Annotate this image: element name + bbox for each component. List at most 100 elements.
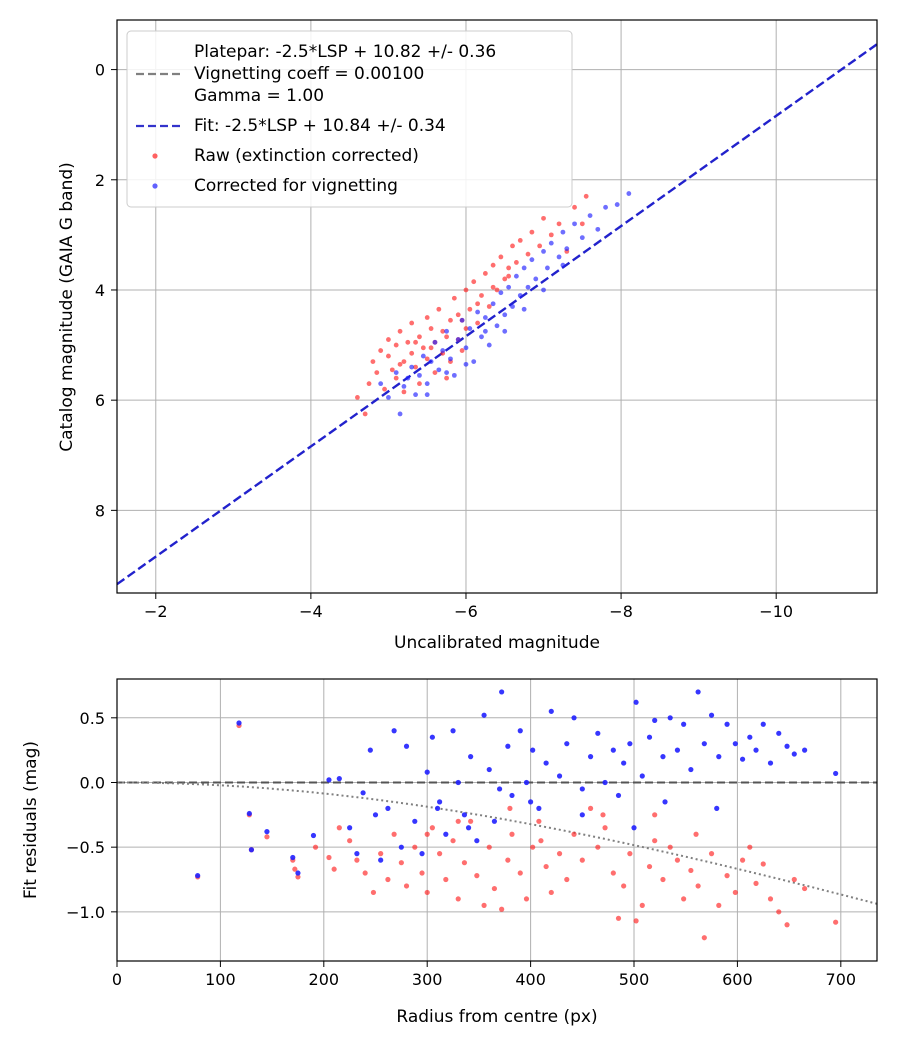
raw-residual-point [295, 874, 301, 880]
raw-point [409, 350, 415, 356]
corrected-residual-point [450, 728, 456, 734]
raw-point [440, 328, 446, 334]
corrected-residual-point [391, 728, 397, 734]
raw-residual-point [491, 885, 498, 892]
corrected-point [420, 353, 426, 359]
corrected-residual-point [776, 730, 782, 736]
corrected-point [409, 364, 415, 370]
raw-point [448, 317, 453, 323]
raw-point [537, 243, 543, 249]
corrected-residual-point [674, 747, 681, 753]
corrected-point [440, 348, 446, 353]
raw-point [389, 367, 395, 373]
legend-entry-text: Vignetting coeff = 0.00100 [194, 64, 424, 84]
raw-residual-point [538, 838, 544, 844]
corrected-residual-point [714, 805, 720, 811]
corrected-point [471, 359, 477, 364]
top-y-tick-label: 0 [95, 61, 105, 80]
legend-entry-text: Platepar: -2.5*LSP + 10.82 +/- 0.36 [194, 42, 496, 62]
corrected-point [397, 411, 403, 417]
raw-residual-point [688, 867, 694, 874]
raw-point [417, 381, 422, 387]
corrected-residual-point [419, 851, 425, 857]
corrected-residual-point [499, 689, 505, 695]
top-y-tick-label: 2 [95, 171, 105, 190]
raw-residual-point [424, 889, 430, 896]
corrected-residual-point [716, 754, 722, 760]
corrected-point [521, 265, 527, 271]
raw-residual-point [760, 861, 766, 867]
raw-residual-point [443, 876, 449, 883]
raw-point [502, 276, 508, 282]
top-y-tick-label: 6 [95, 391, 105, 410]
raw-residual-point [681, 896, 687, 902]
corrected-residual-point [633, 699, 639, 705]
corrected-point [451, 372, 457, 378]
corrected-point [502, 328, 508, 334]
raw-point [475, 301, 481, 307]
raw-point [486, 304, 492, 309]
raw-residual-point [354, 857, 360, 863]
corrected-residual-point [688, 766, 694, 773]
top-y-axis-label: Catalog magnitude (GAIA G band) [57, 162, 77, 452]
raw-residual-point [403, 883, 410, 889]
corrected-point [490, 301, 496, 307]
raw-point [475, 320, 481, 326]
corrected-point [405, 375, 411, 381]
corrected-residual-point [465, 825, 472, 831]
bottom-scatter-points [195, 689, 839, 941]
raw-residual-point [461, 860, 468, 866]
corrected-point [455, 337, 461, 342]
top-axis-ticks: −2 −4 −6 −8 −10 0 2 4 6 8 [95, 61, 793, 621]
raw-point [583, 193, 589, 199]
raw-residual-point [701, 935, 707, 941]
raw-residual-point [674, 857, 681, 863]
corrected-point [401, 383, 407, 389]
raw-residual-point [536, 818, 542, 824]
corrected-residual-point [378, 857, 384, 863]
raw-point [370, 359, 376, 364]
raw-residual-point [571, 831, 577, 837]
corrected-residual-point [372, 812, 379, 818]
raw-point [417, 334, 422, 340]
raw-residual-point [450, 838, 456, 844]
corrected-point [424, 381, 430, 387]
corrected-point [479, 334, 484, 340]
corrected-residual-point [621, 760, 627, 766]
corrected-residual-point [784, 743, 790, 749]
corrected-residual-point [528, 799, 534, 805]
raw-residual-point [474, 873, 480, 879]
corrected-residual-point [491, 818, 498, 824]
corrected-residual-point [523, 779, 530, 786]
raw-residual-point [660, 876, 666, 883]
raw-residual-point [391, 831, 397, 837]
corrected-residual-point [708, 712, 715, 718]
raw-residual-point [579, 857, 585, 863]
corrected-point [545, 265, 550, 271]
raw-point [420, 345, 426, 351]
raw-point [451, 295, 457, 301]
corrected-residual-point [236, 720, 242, 726]
bottom-y-tick-label: 0.5 [80, 709, 105, 728]
raw-residual-point [784, 922, 790, 928]
corrected-residual-point [571, 715, 577, 721]
raw-residual-point [292, 866, 298, 872]
raw-point [479, 293, 484, 298]
raw-point [498, 254, 504, 260]
raw-residual-point [833, 919, 839, 925]
corrected-residual-point [403, 743, 410, 749]
raw-residual-point [543, 863, 549, 870]
raw-point [510, 243, 515, 249]
raw-residual-point [362, 870, 368, 876]
raw-point [413, 364, 418, 370]
raw-point [506, 273, 512, 279]
raw-point [455, 312, 461, 318]
raw-residual-point [331, 866, 337, 872]
corrected-residual-point [455, 779, 461, 786]
legend-box [126, 30, 573, 208]
corrected-residual-point [627, 741, 633, 747]
bottom-x-tick-label: 0 [112, 970, 122, 989]
raw-residual-point [556, 851, 563, 857]
corrected-residual-point [385, 805, 391, 811]
